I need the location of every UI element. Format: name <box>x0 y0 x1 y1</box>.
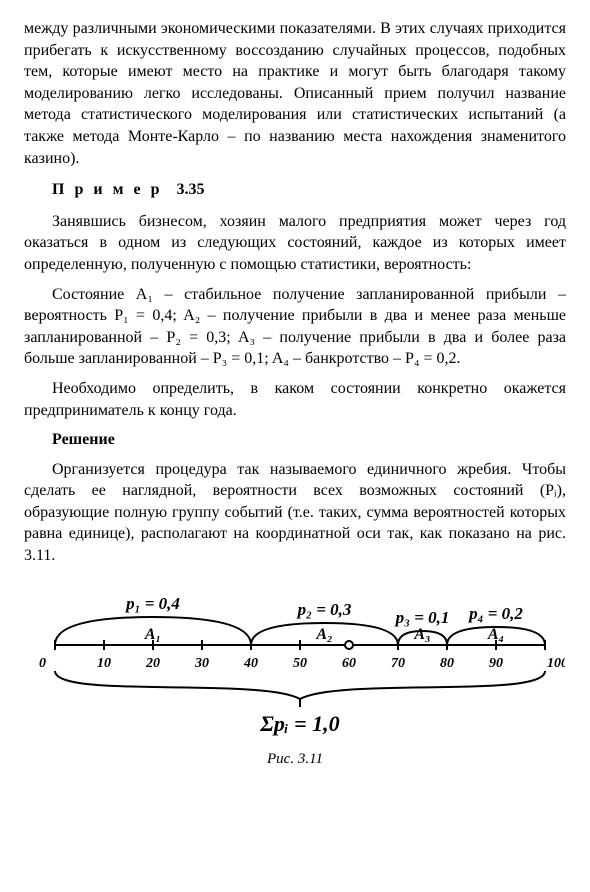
axis-tick-label: 10 <box>97 656 111 671</box>
figure-number-line: 0 10 20 30 40 50 60 70 80 90 100 A₁ p₁ = 0,4 A₂ p₂ = 0… <box>25 575 565 745</box>
example-paragraph-1: Занявшись бизнесом, хозяин малого предпр… <box>24 211 566 276</box>
probability-label: p₁ = 0,4 <box>124 594 180 613</box>
example-number: 3.35 <box>176 181 204 198</box>
intro-paragraph: между различными экономическими показате… <box>24 18 566 169</box>
example-word: П р и м е р <box>52 181 162 198</box>
segment-label: A₄ <box>487 626 504 643</box>
axis-tick-label: 70 <box>391 656 405 671</box>
axis-tick-label: 0 <box>39 656 46 671</box>
example-paragraph-3: Необходимо определить, в каком состоянии… <box>24 378 566 421</box>
axis-tick-label: 100 <box>547 656 565 671</box>
axis-tick-label: 30 <box>194 656 209 671</box>
solution-heading: Решение <box>24 429 566 451</box>
probability-label: p₂ = 0,3 <box>296 600 352 619</box>
axis-tick-label: 80 <box>440 656 454 671</box>
probability-label: p₃ = 0,1 <box>394 608 450 627</box>
axis-tick-label: 20 <box>145 656 160 671</box>
segment-label: A₁ <box>144 626 161 643</box>
segment-label: A₃ <box>413 626 430 643</box>
axis-tick-label: 50 <box>293 656 307 671</box>
figure-3-11: 0 10 20 30 40 50 60 70 80 90 100 A₁ p₁ = 0,4 A₂ p₂ = 0… <box>24 575 566 769</box>
axis-tick-label: 90 <box>489 656 503 671</box>
sum-label: Σpᵢ = 1,0 <box>259 711 339 736</box>
axis-tick-label: 40 <box>243 656 258 671</box>
example-heading: П р и м е р 3.35 <box>24 179 566 201</box>
example-paragraph-2: Состояние A₁ – стабильное получение запл… <box>24 284 566 370</box>
probability-label: p₄ = 0,2 <box>467 604 523 623</box>
figure-caption: Рис. 3.11 <box>24 749 566 769</box>
segment-label: A₂ <box>315 626 332 643</box>
axis-tick-label: 60 <box>342 656 356 671</box>
solution-paragraph-1: Организуется процедура так называемого е… <box>24 459 566 567</box>
